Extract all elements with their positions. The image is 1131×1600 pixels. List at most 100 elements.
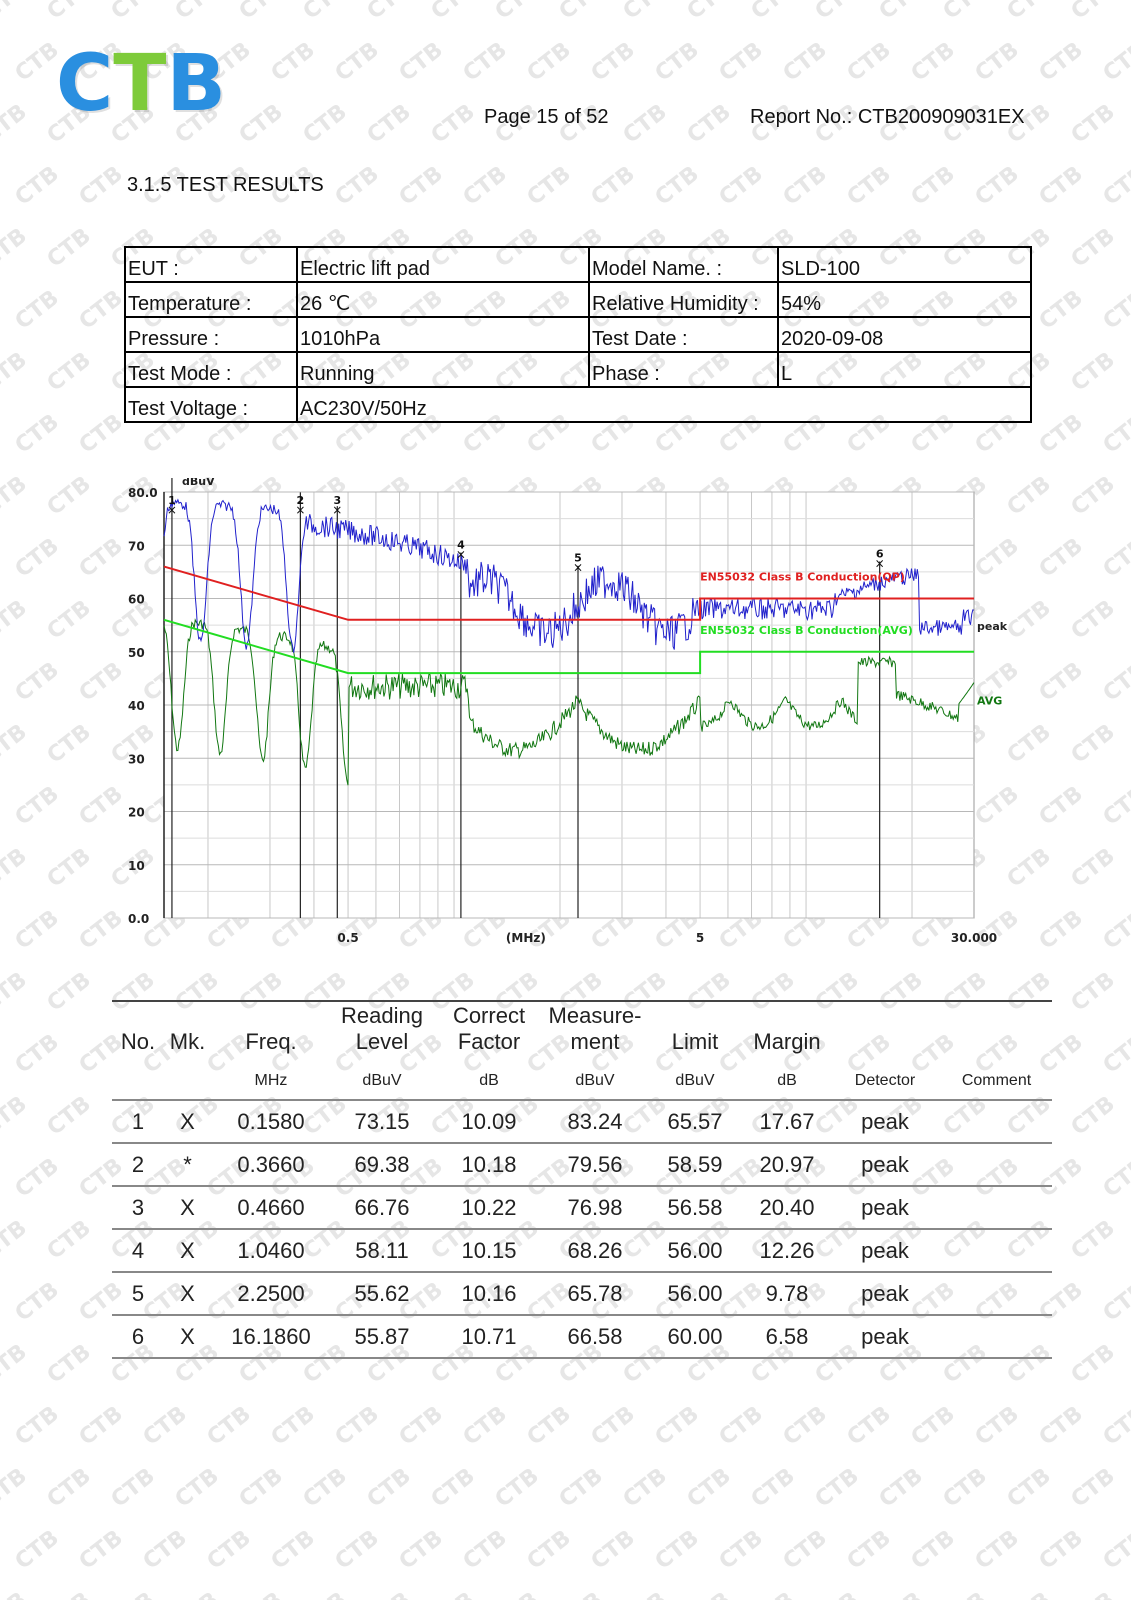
watermark-text: CTB bbox=[139, 1402, 192, 1451]
avg-trace bbox=[163, 618, 975, 786]
temperature-value: 26 ℃ bbox=[296, 281, 590, 318]
watermark-text: CTB bbox=[11, 906, 64, 955]
watermark-text: CTB bbox=[491, 1588, 544, 1600]
result-row: 4 X 1.0460 58.11 10.15 68.26 56.00 12.26 peak bbox=[112, 1229, 1052, 1273]
result-margin: 6.58 bbox=[745, 1315, 829, 1359]
watermark-text: CTB bbox=[1035, 1402, 1088, 1451]
marker-x: × bbox=[573, 561, 583, 575]
watermark-text: CTB bbox=[683, 100, 736, 149]
watermark-text: CTB bbox=[0, 1340, 32, 1389]
col-reading-level: Reading Level bbox=[331, 1000, 433, 1063]
result-no: 3 bbox=[112, 1186, 164, 1230]
watermark-text: CTB bbox=[971, 1402, 1024, 1451]
watermark-text: CTB bbox=[171, 0, 224, 25]
watermark-text: CTB bbox=[1099, 782, 1131, 831]
result-comment bbox=[941, 1272, 1052, 1316]
watermark-text: CTB bbox=[427, 1588, 480, 1600]
result-measurement: 68.26 bbox=[545, 1229, 645, 1273]
ctb-logo: CTB bbox=[56, 44, 296, 124]
watermark-text: CTB bbox=[1099, 410, 1131, 459]
result-detector: peak bbox=[829, 1100, 941, 1144]
marker-x: × bbox=[295, 503, 305, 517]
result-measurement: 83.24 bbox=[545, 1100, 645, 1144]
watermark-text: CTB bbox=[491, 0, 544, 25]
watermark-text: CTB bbox=[1035, 286, 1088, 335]
watermark-text: CTB bbox=[1099, 38, 1131, 87]
watermark-text: CTB bbox=[523, 1526, 576, 1575]
watermark-text: CTB bbox=[907, 1402, 960, 1451]
watermark-text: CTB bbox=[1099, 1402, 1131, 1451]
watermark-text: CTB bbox=[43, 472, 96, 521]
unit-freq: MHz bbox=[211, 1063, 331, 1101]
watermark-text: CTB bbox=[1099, 286, 1131, 335]
result-factor: 10.71 bbox=[433, 1315, 545, 1359]
logo-letter-c: C bbox=[56, 39, 114, 129]
y-axis-label: dBuV bbox=[182, 478, 215, 488]
watermark-text: CTB bbox=[1035, 534, 1088, 583]
temperature-label: Temperature : bbox=[124, 281, 298, 318]
watermark-text: CTB bbox=[43, 844, 96, 893]
result-factor: 10.16 bbox=[433, 1272, 545, 1316]
watermark-text: CTB bbox=[11, 658, 64, 707]
watermark-text: CTB bbox=[43, 968, 96, 1017]
watermark-text: CTB bbox=[203, 1402, 256, 1451]
y-tick-label: 50 bbox=[128, 646, 145, 660]
watermark-text: CTB bbox=[1067, 968, 1120, 1017]
watermark-text: CTB bbox=[11, 286, 64, 335]
watermark-text: CTB bbox=[555, 1464, 608, 1513]
watermark-text: CTB bbox=[875, 1464, 928, 1513]
watermark-text: CTB bbox=[1035, 410, 1088, 459]
watermark-text: CTB bbox=[427, 0, 480, 25]
y-tick-label: 80.0 bbox=[128, 486, 158, 500]
qp-limit-label: EN55032 Class B Conduction(QP) bbox=[700, 571, 905, 584]
watermark-text: CTB bbox=[171, 1588, 224, 1600]
test-mode-value: Running bbox=[296, 351, 590, 388]
unit-margin: dB bbox=[745, 1063, 829, 1101]
watermark-text: CTB bbox=[331, 1526, 384, 1575]
watermark-text: CTB bbox=[491, 1464, 544, 1513]
result-comment bbox=[941, 1315, 1052, 1359]
x-tick-label: (MHz) bbox=[506, 931, 546, 945]
col-mk: Mk. bbox=[164, 1000, 211, 1063]
results-table-wrap: No. Mk. Freq. Reading Level Correct Fact… bbox=[112, 1000, 1052, 1359]
watermark-text: CTB bbox=[1035, 38, 1088, 87]
test-mode-label: Test Mode : bbox=[124, 351, 298, 388]
eut-label: EUT : bbox=[124, 246, 298, 283]
watermark-text: CTB bbox=[1067, 0, 1120, 25]
watermark-text: CTB bbox=[811, 1588, 864, 1600]
watermark-text: CTB bbox=[43, 0, 96, 25]
watermark-text: CTB bbox=[619, 0, 672, 25]
watermark-text: CTB bbox=[0, 1464, 32, 1513]
watermark-text: CTB bbox=[747, 0, 800, 25]
result-row: 2 * 0.3660 69.38 10.18 79.56 58.59 20.97 peak bbox=[112, 1143, 1052, 1187]
watermark-text: CTB bbox=[0, 720, 32, 769]
unit-no bbox=[112, 1063, 164, 1101]
watermark-text: CTB bbox=[1099, 534, 1131, 583]
watermark-text: CTB bbox=[587, 162, 640, 211]
watermark-text: CTB bbox=[747, 1588, 800, 1600]
watermark-text: CTB bbox=[779, 1402, 832, 1451]
watermark-text: CTB bbox=[1067, 472, 1120, 521]
watermark-text: CTB bbox=[0, 1216, 32, 1265]
watermark-text: CTB bbox=[11, 1278, 64, 1327]
marker-x: × bbox=[332, 503, 342, 517]
watermark-text: CTB bbox=[11, 410, 64, 459]
watermark-text: CTB bbox=[1067, 1092, 1120, 1141]
watermark-text: CTB bbox=[683, 0, 736, 25]
col-no: No. bbox=[112, 1000, 164, 1063]
avg-limit-line bbox=[163, 618, 974, 675]
result-factor: 10.22 bbox=[433, 1186, 545, 1230]
result-detector: peak bbox=[829, 1272, 941, 1316]
result-comment bbox=[941, 1143, 1052, 1187]
watermark-text: CTB bbox=[459, 162, 512, 211]
result-margin: 9.78 bbox=[745, 1272, 829, 1316]
watermark-text: CTB bbox=[1099, 162, 1131, 211]
unit-reading: dBuV bbox=[331, 1063, 433, 1101]
result-no: 6 bbox=[112, 1315, 164, 1359]
watermark-text: CTB bbox=[0, 844, 32, 893]
watermark-text: CTB bbox=[299, 1464, 352, 1513]
watermark-text: CTB bbox=[107, 1464, 160, 1513]
watermark-text: CTB bbox=[11, 1030, 64, 1079]
watermark-text: CTB bbox=[651, 38, 704, 87]
watermark-text: CTB bbox=[619, 1464, 672, 1513]
